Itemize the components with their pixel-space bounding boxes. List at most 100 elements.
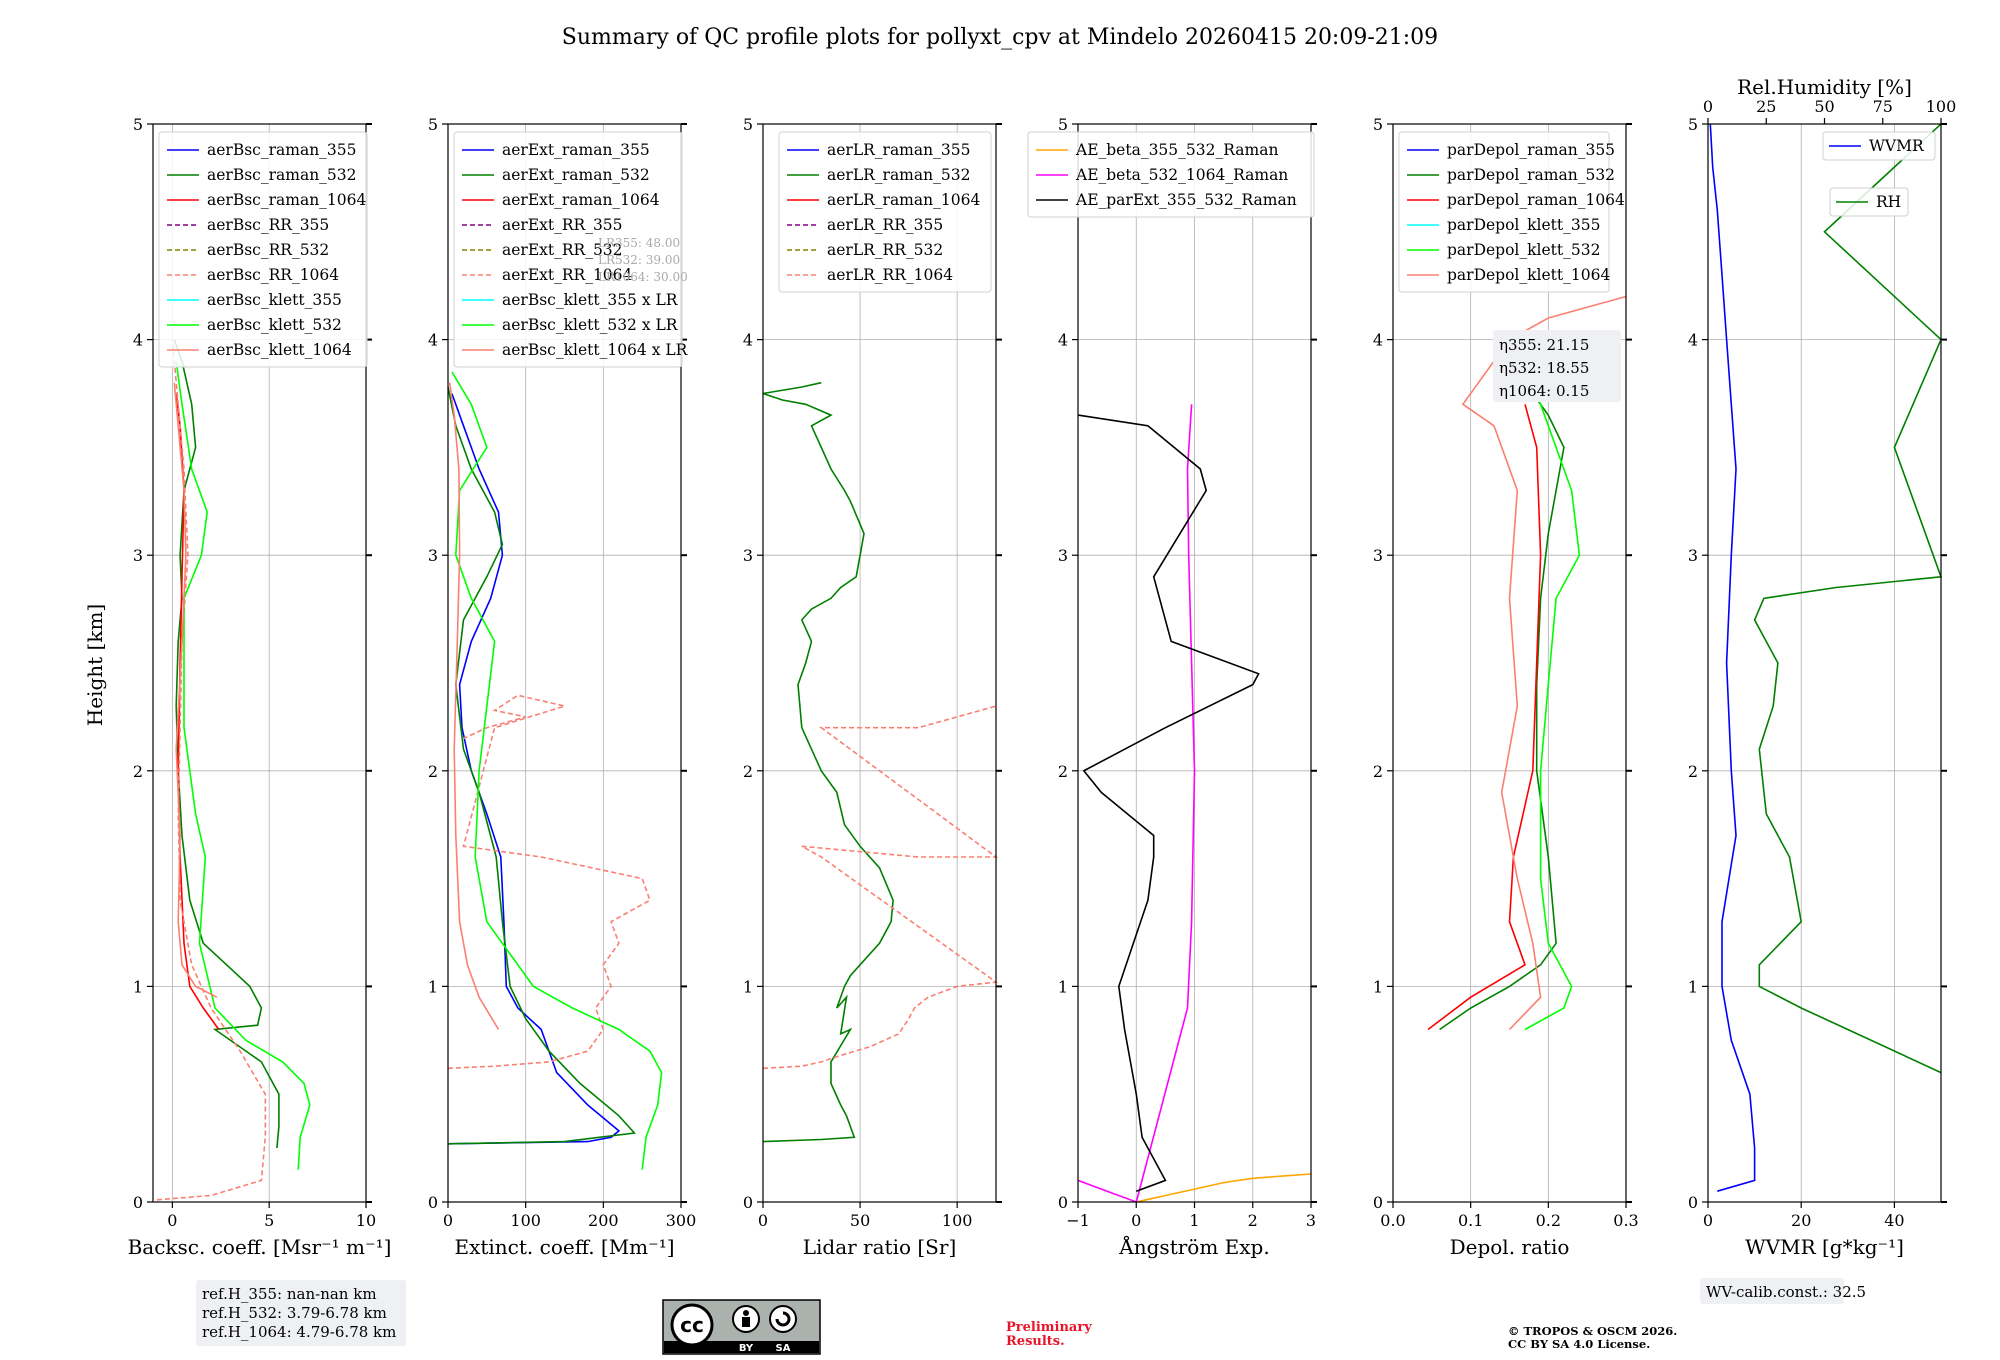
legend-ext: aerExt_raman_355 aerExt_raman_532 aerExt_r…	[453, 131, 689, 368]
legend-label-ae-1: AE_beta_532_1064_Raman	[1075, 166, 1288, 184]
x-tick-label-wv-2: 40	[1884, 1211, 1904, 1230]
legend-label-ext-3: aerExt_RR_355	[502, 216, 623, 234]
axes-frame-bsc	[152, 123, 367, 1203]
x-tick-label-dep-0: 0.0	[1380, 1211, 1405, 1230]
copyright-line2: CC BY SA 4.0 License.	[1508, 1337, 1650, 1351]
legend-label-ext-5: aerExt_RR_1064	[502, 266, 633, 284]
legend-label-ext-2: aerExt_raman_1064	[502, 191, 660, 209]
legend-label-lr-5: aerLR_RR_1064	[827, 266, 953, 284]
y-tick-label-ext-4: 4	[428, 331, 438, 350]
eta-532: η532: 18.55	[1499, 359, 1589, 377]
legend-label-wv-0: WVMR	[1869, 137, 1925, 155]
x-tick-label-bsc-0: 0	[167, 1211, 177, 1230]
series-parDepol_klett_532	[1524, 382, 1581, 1031]
series-aerBsc_klett_1064 x LR	[448, 382, 500, 1030]
panel-wv: 0 20 40 0 1 2 3 4 5 WVMR [g*kg⁻¹] 0 25 50 75 100 Rel.Hu…	[1688, 75, 1956, 1259]
y-tick-label-bsc-4: 4	[133, 331, 143, 350]
lr-fixed-0: LR355: 48.00	[598, 236, 680, 250]
eta-box: η355: 21.15 η532: 18.55 η1064: 0.15	[1493, 330, 1621, 402]
y-tick-label-lr-3: 3	[743, 546, 753, 565]
axes-frame-wv	[1707, 123, 1942, 1203]
series-aerLR_RR_1064	[762, 705, 999, 1070]
series-parDepol_raman_1064	[1427, 404, 1542, 1031]
legend-label-dep-5: parDepol_klett_1064	[1447, 266, 1610, 284]
legend-label-ext-1: aerExt_raman_532	[502, 166, 650, 184]
legend-label-wv-1: RH	[1876, 193, 1901, 211]
series-aerLR_raman_532	[762, 381, 894, 1143]
eta-1064: η1064: 0.15	[1499, 382, 1589, 400]
y-tick-label-bsc-0: 0	[133, 1193, 143, 1212]
legend-bsc: aerBsc_raman_355 aerBsc_raman_532 aerBsc_r…	[158, 131, 368, 368]
y-tick-label-ae-1: 1	[1058, 977, 1068, 996]
top-tick-label-1: 25	[1756, 97, 1776, 116]
y-tick-label-ext-1: 1	[428, 977, 438, 996]
axes-frame-dep	[1392, 123, 1627, 1203]
legend-label-dep-2: parDepol_raman_1064	[1447, 191, 1625, 209]
y-tick-label-lr-4: 4	[743, 331, 753, 350]
series-aerBsc_raman_1064	[175, 393, 220, 1030]
legend-label-ext-8: aerBsc_klett_1064 x LR	[502, 341, 689, 359]
series-parDepol_raman_532	[1439, 393, 1565, 1031]
y-tick-label-wv-4: 4	[1688, 331, 1698, 350]
x-axis-label-lr: Lidar ratio [Sr]	[803, 1235, 957, 1259]
legend-label-dep-1: parDepol_raman_532	[1447, 166, 1615, 184]
legend-label-bsc-3: aerBsc_RR_355	[207, 216, 329, 234]
legend-dep: parDepol_raman_355 parDepol_raman_532 parD…	[1398, 131, 1625, 293]
legend-label-bsc-1: aerBsc_raman_532	[207, 166, 357, 184]
y-tick-label-dep-2: 2	[1373, 762, 1383, 781]
y-tick-label-ae-4: 4	[1058, 331, 1068, 350]
refh-355: ref.H_355: nan-nan km	[202, 1285, 377, 1303]
y-tick-label-ext-0: 0	[428, 1193, 438, 1212]
x-tick-label-wv-0: 0	[1703, 1211, 1713, 1230]
legend-label-lr-3: aerLR_RR_355	[827, 216, 943, 234]
x-tick-label-bsc-2: 10	[356, 1211, 376, 1230]
top-tick-label-4: 100	[1926, 97, 1957, 116]
legend-label-ext-7: aerBsc_klett_532 x LR	[502, 316, 679, 334]
y-tick-label-ae-5: 5	[1058, 115, 1068, 134]
series-aerExt_raman_532	[447, 386, 637, 1145]
preliminary-line2: Results.	[1006, 1334, 1065, 1349]
lr-fixed-2: LR1064: 30.00	[598, 270, 688, 284]
refh-box: ref.H_355: nan-nan km ref.H_532: 3.79-6.…	[196, 1280, 406, 1346]
legend-label-bsc-5: aerBsc_RR_1064	[207, 266, 339, 284]
x-tick-label-bsc-1: 5	[264, 1211, 274, 1230]
cc-license-badge: cc BY SA	[662, 1299, 821, 1355]
x-tick-label-dep-2: 0.2	[1536, 1211, 1561, 1230]
x-tick-label-dep-3: 0.3	[1613, 1211, 1638, 1230]
x-tick-label-ext-1: 100	[510, 1211, 541, 1230]
legend-wv-1: RH	[1829, 187, 1909, 217]
y-tick-label-dep-3: 3	[1373, 546, 1383, 565]
x-tick-label-lr-0: 0	[758, 1211, 768, 1230]
series-AE_beta_532_1064_Raman	[1077, 404, 1196, 1204]
y-tick-label-dep-1: 1	[1373, 977, 1383, 996]
legend-label-bsc-6: aerBsc_klett_355	[207, 291, 342, 309]
sa-share-icon	[769, 1305, 797, 1333]
top-tick-label-0: 0	[1703, 97, 1713, 116]
series-AE_parExt_355_532_Raman	[1077, 414, 1260, 1192]
legend-label-bsc-8: aerBsc_klett_1064	[207, 341, 352, 359]
y-tick-label-dep-5: 5	[1373, 115, 1383, 134]
x-tick-label-ae-4: 3	[1306, 1211, 1316, 1230]
series-aerExt_RR_1064	[447, 694, 651, 1070]
y-tick-label-wv-2: 2	[1688, 762, 1698, 781]
y-tick-label-ext-3: 3	[428, 546, 438, 565]
legend-label-lr-2: aerLR_raman_1064	[827, 191, 980, 209]
figure-title: Summary of QC profile plots for pollyxt_…	[562, 25, 1438, 50]
y-tick-label-wv-0: 0	[1688, 1193, 1698, 1212]
x-axis-label-dep: Depol. ratio	[1450, 1235, 1570, 1259]
series-aerBsc_klett_1064	[173, 382, 218, 998]
legend-label-lr-4: aerLR_RR_532	[827, 241, 943, 259]
y-tick-label-dep-4: 4	[1373, 331, 1383, 350]
legend-label-bsc-0: aerBsc_raman_355	[207, 141, 357, 159]
legend-ae: AE_beta_355_532_Raman AE_beta_532_1064_Ra…	[1027, 131, 1315, 218]
legend-label-dep-4: parDepol_klett_532	[1447, 241, 1600, 259]
y-tick-label-wv-3: 3	[1688, 546, 1698, 565]
sa-label: SA	[776, 1343, 791, 1354]
refh-1064: ref.H_1064: 4.79-6.78 km	[202, 1323, 396, 1341]
y-tick-label-ae-0: 0	[1058, 1193, 1068, 1212]
svg-text:cc: cc	[680, 1313, 704, 1337]
x-tick-label-ae-1: 0	[1131, 1211, 1141, 1230]
y-tick-label-lr-5: 5	[743, 115, 753, 134]
legend-label-ext-4: aerExt_RR_532	[502, 241, 623, 259]
panel-lr: 0 50 100 0 1 2 3 4 5 Lidar ratio [Sr] aerLR_raman_…	[743, 115, 1002, 1259]
